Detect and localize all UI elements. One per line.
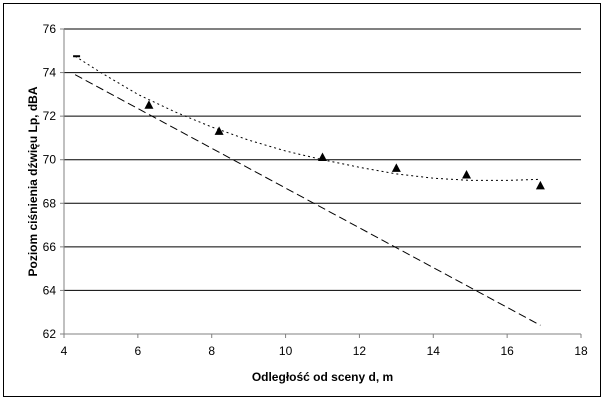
data-point-0 — [144, 100, 154, 109]
x-tick-label-1: 6 — [135, 344, 142, 358]
y-tick-label-0: 62 — [43, 327, 57, 341]
y-tick-label-7: 76 — [43, 22, 57, 36]
dashed-trend-line — [74, 74, 541, 326]
data-point-2 — [318, 152, 327, 162]
y-tick-label-6: 74 — [43, 66, 57, 80]
y-tick-label-4: 70 — [43, 153, 57, 167]
x-tick-label-4: 12 — [353, 344, 367, 358]
x-tick-label-6: 16 — [500, 344, 514, 358]
data-point-4 — [462, 169, 472, 179]
y-tick-label-2: 66 — [43, 240, 57, 254]
x-tick-label-5: 14 — [427, 344, 441, 358]
x-tick-label-3: 10 — [279, 344, 293, 358]
chart-frame — [3, 3, 601, 397]
y-tick-label-3: 68 — [43, 196, 57, 210]
data-point-3 — [391, 163, 401, 172]
y-tick-label-5: 72 — [43, 109, 57, 123]
y-tick-label-1: 64 — [43, 283, 57, 297]
x-axis-title: Odległość od sceny d, m — [252, 370, 393, 384]
x-tick-label-0: 4 — [61, 344, 68, 358]
data-point-5 — [535, 180, 545, 190]
x-tick-label-7: 18 — [574, 344, 588, 358]
dotted-trend-line — [74, 55, 541, 181]
x-tick-label-2: 8 — [208, 344, 215, 358]
data-point-1 — [214, 126, 224, 135]
y-axis-title: Poziom ciśnienia dźwięu Lp, dBA — [26, 86, 40, 276]
